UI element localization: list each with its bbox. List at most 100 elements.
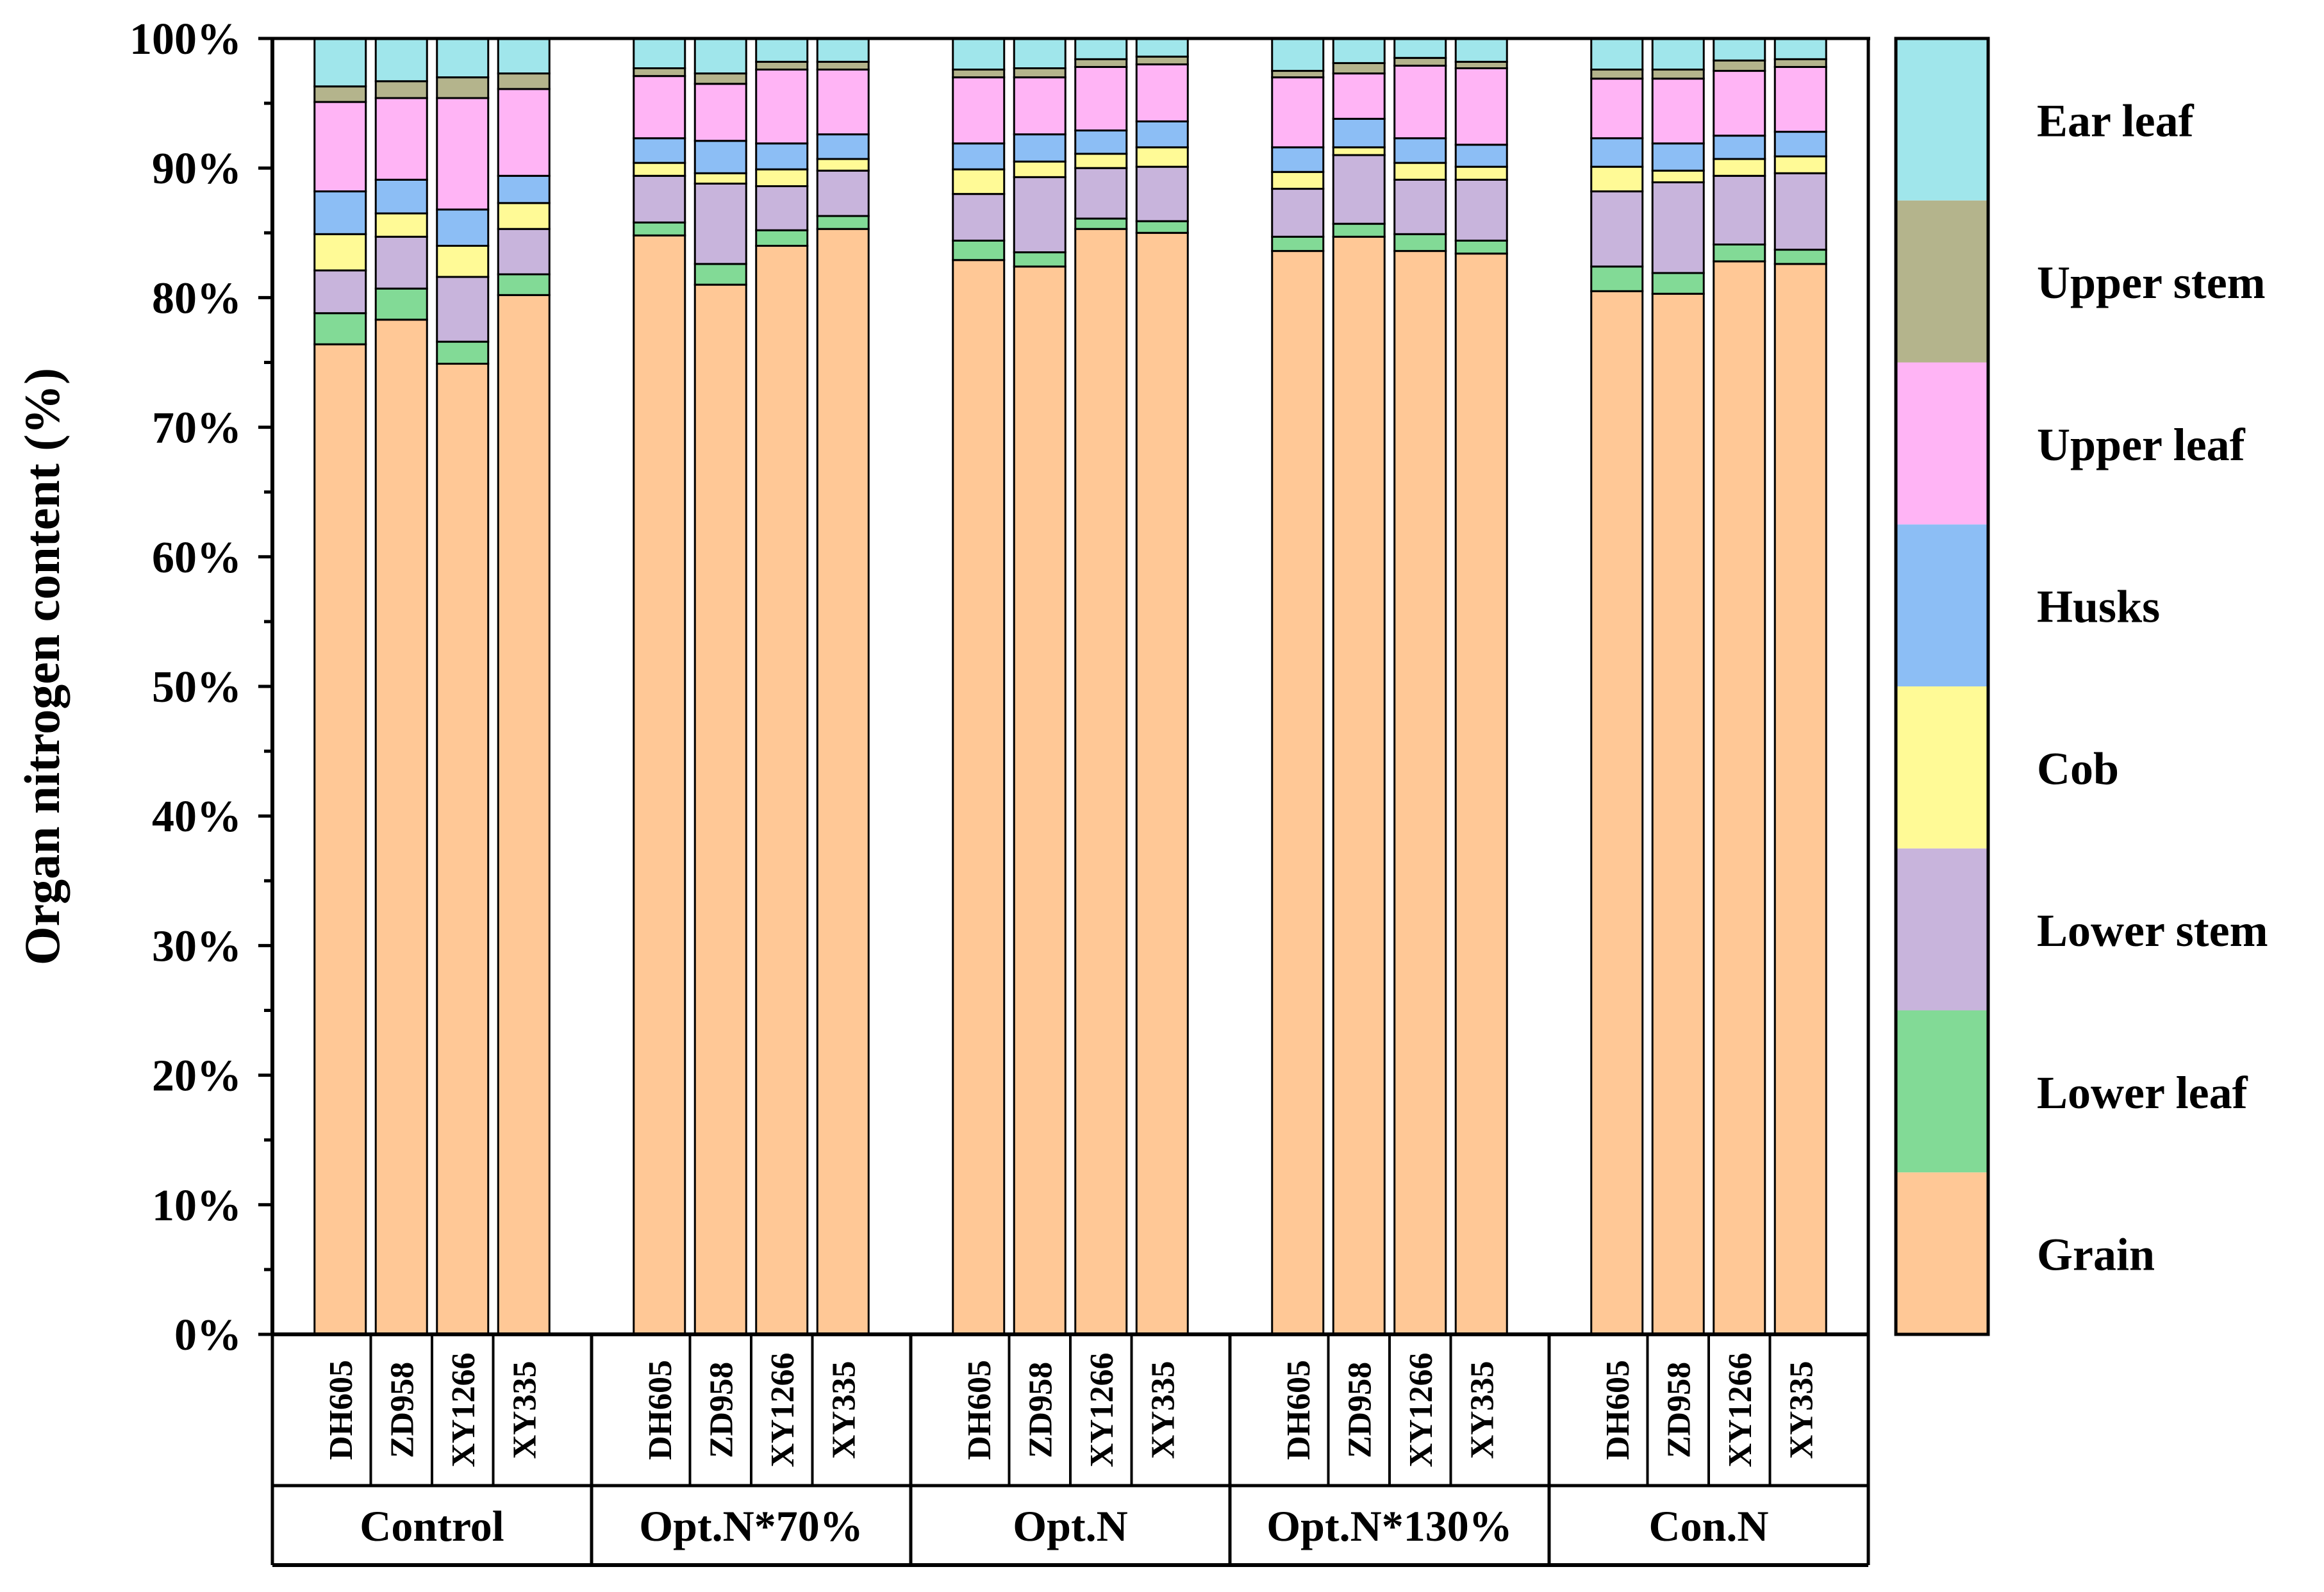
bar-opt-n-70-xy1266 [755,37,809,1336]
bar-segment-lower-leaf [1651,272,1705,295]
bar-segment-lower-leaf [497,273,551,296]
bar-segment-upper-stem [436,76,490,99]
bar-segment-ear-leaf [1454,37,1508,63]
bar-segment-upper-stem [1013,67,1067,79]
bar-segment-lower-leaf [755,229,809,247]
bar-segment-cob [816,158,870,172]
bar-segment-ear-leaf [1332,37,1386,64]
group-label: Opt.N*130% [1266,1502,1512,1550]
bar-segment-upper-leaf [1271,76,1325,149]
y-tick-label: 20% [152,1052,242,1101]
x-tick-label: DH605 [1281,1360,1317,1460]
bar-opt-n-dh605 [952,37,1006,1336]
x-tick-label: DH605 [961,1360,998,1460]
bar-segment-cob [755,168,809,188]
bar-segment-lower-stem [1271,188,1325,238]
bar-segment-husks [436,208,490,247]
bar-segment-husks [374,178,428,215]
x-tick-label: XY1266 [1722,1352,1759,1467]
x-tick-label: XY335 [1145,1361,1181,1459]
bar-opt-n-130-xy335 [1454,37,1508,1336]
bar-segment-ear-leaf [1651,37,1705,71]
bar-opt-n-130-xy1266 [1393,37,1447,1336]
x-tick-label: XY1266 [765,1352,801,1467]
bar-opt-n-130-dh605 [1271,37,1325,1336]
bar-segment-ear-leaf [497,37,551,75]
bar-segment-grain [693,283,747,1336]
bar-segment-upper-stem [1651,69,1705,80]
legend-label: Upper stem [2037,257,2266,308]
bar-segment-upper-leaf [497,88,551,177]
bar-segment-upper-stem [1332,62,1386,75]
bar-segment-ear-leaf [816,37,870,63]
bar-segment-lower-leaf [1773,249,1827,265]
bar-segment-ear-leaf [1271,37,1325,72]
bar-segment-lower-stem [1651,181,1705,274]
bar-segment-upper-stem [374,80,428,99]
bar-segment-husks [952,142,1006,170]
y-tick-label: 10% [152,1181,242,1231]
x-tick-label: XY1266 [445,1352,482,1467]
bar-segment-lower-stem [497,228,551,276]
bar-segment-cob [693,172,747,185]
bar-segment-upper-leaf [693,83,747,142]
bar-segment-lower-leaf [1271,235,1325,253]
bar-segment-grain [1271,250,1325,1336]
x-tick-label: ZD958 [703,1362,740,1458]
category-table: DH605 ZD958 XY1266 XY335 Control DH605 ZD958 XY… [270,1332,1870,1567]
bar-segment-husks [1393,137,1447,164]
bar-segment-cob [633,162,686,177]
bar-segment-cob [1590,165,1644,193]
legend-item-ear-leaf: Ear leaf [1896,38,2195,201]
bar-segment-lower-stem [1332,154,1386,225]
x-tick-label: XY335 [826,1361,862,1459]
legend-swatch [1896,686,1988,849]
bar-segment-upper-stem [1773,58,1827,68]
bar-segment-husks [1454,144,1508,168]
bar-segment-ear-leaf [1713,37,1766,62]
bar-segment-lower-stem [313,269,367,315]
bar-segment-cob [313,233,367,272]
bar-segment-upper-leaf [952,76,1006,145]
bar-segment-cob [1013,160,1067,178]
legend-item-lower-leaf: Lower leaf [1896,1010,2248,1173]
bar-segment-upper-stem [816,60,870,71]
bar-segment-lower-stem [633,174,686,224]
y-axis-title: Organ nitrogen content (%) [14,368,70,965]
x-tick-label: ZD958 [1022,1362,1059,1458]
bar-segment-cob [952,168,1006,195]
bars-layer [313,37,1827,1336]
legend-swatch [1896,200,1988,363]
bar-segment-cob [1651,169,1705,183]
bar-segment-upper-leaf [1773,65,1827,133]
bar-segment-husks [633,137,686,164]
bar-segment-lower-stem [1393,178,1447,235]
legend-item-husks: Husks [1896,524,2160,686]
bar-segment-grain [1393,250,1447,1336]
x-tick-label: XY1266 [1403,1352,1440,1467]
bar-segment-grain [1454,253,1508,1336]
y-tick-label: 0% [174,1311,242,1360]
legend-label: Ear leaf [2037,95,2195,146]
legend-swatch [1896,1010,1988,1173]
bar-segment-lower-stem [952,193,1006,242]
bar-segment-lower-stem [816,169,870,217]
y-tick-label: 60% [152,533,242,583]
bar-segment-lower-leaf [952,239,1006,261]
bar-segment-husks [1773,131,1827,158]
bar-segment-ear-leaf [952,37,1006,71]
bar-segment-cob [1773,155,1827,174]
bar-segment-ear-leaf [436,37,490,79]
bar-segment-ear-leaf [1135,37,1189,58]
bar-segment-lower-stem [693,182,747,265]
legend-item-cob: Cob [1896,686,2119,849]
bar-segment-upper-stem [1393,56,1447,67]
bar-segment-husks [1651,142,1705,172]
bar-segment-ear-leaf [1013,37,1067,70]
x-tick-label: ZD958 [384,1362,420,1458]
legend-item-grain: Grain [1896,1172,2155,1334]
bar-con-n-xy335 [1773,37,1827,1336]
bar-segment-upper-leaf [1713,70,1766,137]
